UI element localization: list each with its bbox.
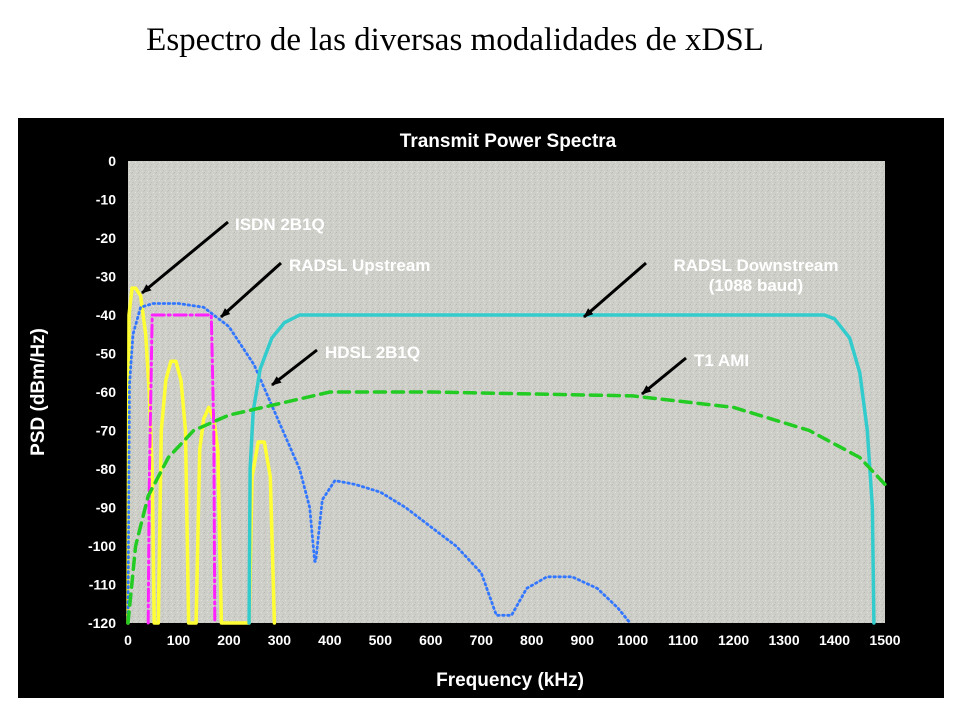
y-axis-label: PSD (dBm/Hz) — [28, 328, 49, 456]
x-tick-label: 300 — [268, 632, 292, 648]
y-tick-label: -120 — [88, 615, 116, 631]
annotation-arrow — [141, 220, 229, 295]
x-tick-label: 900 — [571, 632, 595, 648]
y-tick-label: -20 — [96, 230, 116, 246]
y-tick-label: -70 — [96, 423, 116, 439]
annotation-label: ISDN 2B1Q — [235, 215, 325, 234]
x-tick-label: 400 — [318, 632, 342, 648]
y-tick-label: -100 — [88, 538, 116, 554]
x-axis-label: Frequency (kHz) — [436, 670, 584, 691]
y-tick-label: -40 — [96, 307, 116, 323]
y-tick-label: -80 — [96, 461, 116, 477]
x-tick-label: 1300 — [768, 632, 799, 648]
series-line-radsl-downstream-1088-baud — [247, 313, 876, 625]
x-tick-label: 600 — [419, 632, 443, 648]
x-tick-label: 1200 — [718, 632, 749, 648]
y-tick-label: -30 — [96, 269, 116, 285]
annotation-arrow — [583, 261, 647, 319]
series-line-radsl-upstream — [146, 313, 217, 625]
y-tick-label: -50 — [96, 346, 116, 362]
y-tick-label: 0 — [108, 153, 116, 169]
chart-panel: Transmit Power Spectra 0 -10 -20 -30 -40 -50 -… — [18, 118, 944, 698]
annotation-label: T1 AMI — [694, 351, 749, 370]
x-tick-labels: 0 100 200 300 400 500 600 700 800 900 1000 1100 1200… — [124, 632, 901, 648]
annotation-label: RADSL Downstream — [674, 256, 839, 275]
x-tick-label: 100 — [167, 632, 191, 648]
x-tick-label: 800 — [520, 632, 544, 648]
x-tick-label: 1400 — [819, 632, 850, 648]
annotation-label: (1088 baud) — [709, 276, 803, 295]
x-tick-label: 200 — [217, 632, 241, 648]
x-tick-label: 500 — [369, 632, 393, 648]
x-tick-label: 1000 — [617, 632, 648, 648]
x-tick-label: 0 — [124, 632, 132, 648]
y-tick-label: -110 — [89, 577, 116, 593]
y-tick-label: -60 — [96, 384, 116, 400]
y-tick-label: -90 — [96, 500, 116, 516]
annotation-arrow — [641, 356, 687, 396]
x-tick-label: 700 — [470, 632, 494, 648]
series-line-t1-ami — [126, 390, 887, 625]
y-tick-label: -10 — [96, 192, 116, 208]
annotation-label: HDSL 2B1Q — [325, 343, 420, 362]
series-line-hdsl-2b1q — [126, 302, 632, 625]
annotation-layer: ISDN 2B1Q RADSL Upstream RADSL Downstream(… — [141, 215, 839, 396]
annotation-arrow — [271, 348, 318, 387]
chart-title: Transmit Power Spectra — [400, 131, 617, 152]
x-tick-label: 1100 — [668, 632, 699, 648]
slide-title: Espectro de las diversas modalidades de … — [146, 22, 764, 58]
x-tick-label: 1500 — [869, 632, 900, 648]
series-layer — [126, 286, 887, 625]
annotation-arrow — [219, 261, 283, 319]
chart: Transmit Power Spectra 0 -10 -20 -30 -40 -50 -… — [28, 131, 901, 691]
annotation-label: RADSL Upstream — [289, 256, 430, 275]
y-tick-labels: 0 -10 -20 -30 -40 -50 -60 -70 -80 -90 -100 -110 -120 — [88, 153, 116, 631]
